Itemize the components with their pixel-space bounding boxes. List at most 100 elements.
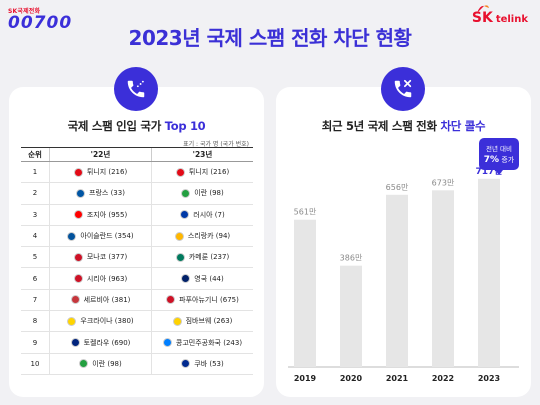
top10-title: 국제 스팸 인입 국가 Top 10 [9,118,264,134]
flag-icon [175,252,185,262]
country-name: 스리랑카 (94) [187,232,231,241]
chart-title: 최근 5년 국제 스팸 전화 차단 콜수 [276,118,531,134]
country-name: 모나코 (377) [86,253,128,262]
rank-cell: 4 [32,232,38,241]
column-header-2022: '22년 [49,148,151,161]
bar-2021 [386,194,408,367]
rank-cell: 5 [32,253,38,262]
bar-2019 [294,219,316,367]
telink-label: telink [495,14,528,25]
brand-logo: 00700 [8,13,73,33]
flag-icon [181,188,191,198]
flag-icon [73,210,83,220]
flag-icon [166,295,176,305]
country-name: 우크라이나 (380) [80,317,134,326]
country-name: 이란 (98) [92,359,122,368]
sk-label: SK [471,10,493,26]
rank-cell: 7 [32,295,38,304]
top10-panel: 국제 스팸 인입 국가 Top 10 표기 : 국가 명 (국가 번호) 순위 … [9,67,264,397]
bar-2020 [340,265,362,367]
callout-value: 7% 증가 [479,155,519,165]
flag-icon [73,167,83,177]
x-tick-2022: 2022 [432,374,454,383]
data-label-2019: 561만 [294,208,317,217]
country-name: 콩고민주공화국 (243) [175,338,243,347]
rank-cell: 2 [32,189,38,198]
growth-callout: 전년 대비 7% 증가 [479,138,519,175]
country-cell-y22: 우크라이나 (380) [49,311,151,332]
country-cell-y22: 튀니지 (216) [49,162,151,183]
sk-butterfly-icon [476,5,489,13]
data-label-2021: 656만 [386,183,409,192]
country-name: 이란 (98) [194,189,224,198]
flag-icon [70,295,80,305]
country-name: 영국 (44) [194,274,224,283]
country-name: 파푸아뉴기니 (675) [179,295,239,304]
country-name: 튀니지 (216) [86,168,128,177]
flag-icon [162,338,172,348]
country-name: 조지아 (955) [86,210,128,219]
callout-label: 전년 대비 [486,145,512,153]
country-name: 프랑스 (33) [89,189,125,198]
sk-telink-logo: SK telink [471,5,528,26]
country-name: 쿠바 (53) [194,359,224,368]
flag-icon [67,316,77,326]
country-cell-y23: 짐바브웨 (263) [151,311,253,332]
table-row: 5 모나코 (377) 카메룬 (237) [21,247,253,269]
country-cell-y22: 이란 (98) [49,353,151,374]
brand-tag: SK국제전화 [8,8,41,15]
country-name: 짐바브웨 (263) [185,317,233,326]
flag-icon [174,231,184,241]
rank-cell: 3 [32,210,38,219]
table-row: 6 시리아 (963) 영국 (44) [21,268,253,290]
brand-logo-group: SK국제전화 00700 [8,6,73,33]
table-row: 3 조지아 (955) 러시아 (7) [21,204,253,226]
country-cell-y23: 쿠바 (53) [151,353,253,374]
flag-icon [76,188,86,198]
chart-panel: 최근 5년 국제 스팸 전화 차단 콜수 561만 2019 386만 2020 656… [276,67,531,397]
country-cell-y23: 이란 (98) [151,183,253,204]
bar-2023 [478,178,500,367]
country-cell-y22: 시리아 (963) [49,268,151,289]
data-label-2022: 673만 [432,178,455,187]
flag-icon [73,252,83,262]
country-name: 시리아 (963) [86,274,128,283]
flag-icon [181,359,191,369]
phone-blocked-icon [381,67,425,111]
country-cell-y22: 조지아 (955) [49,204,151,225]
flag-icon [180,210,190,220]
country-cell-y22: 세르비아 (381) [49,289,151,311]
chart-title-main: 최근 5년 국제 스팸 전화 [321,119,437,133]
flag-icon [70,338,80,348]
country-name: 세르비아 (381) [83,295,131,304]
flag-icon [79,359,89,369]
table-row: 7 세르비아 (381) 파푸아뉴기니 (675) [21,289,253,312]
x-tick-2023: 2023 [478,374,500,383]
top10-table: 순위 '22년 '23년 1 튀니지 (216) 튀니지 (216) 2 프랑스 (33… [21,147,253,375]
country-cell-y22: 토켈라우 (690) [49,332,151,353]
flag-icon [67,231,77,241]
callout-suffix: 증가 [501,156,515,164]
flag-icon [175,167,185,177]
table-row: 10 이란 (98) 쿠바 (53) [21,353,253,375]
flag-icon [172,316,182,326]
phone-message-icon [114,67,158,111]
table-row: 8 우크라이나 (380) 짐바브웨 (263) [21,311,253,333]
column-header-2023: '23년 [151,148,253,161]
country-name: 토켈라우 (690) [83,338,131,347]
country-cell-y23: 튀니지 (216) [151,162,253,183]
country-cell-y23: 카메룬 (237) [151,247,253,268]
table-row: 1 튀니지 (216) 튀니지 (216) [21,162,253,184]
table-body: 1 튀니지 (216) 튀니지 (216) 2 프랑스 (33) 이란 (98) 3 조지아 … [21,162,253,375]
rank-cell: 6 [32,274,38,283]
table-row: 9 토켈라우 (690) 콩고민주공화국 (243) [21,332,253,354]
rank-cell: 8 [32,317,38,326]
rank-cell: 1 [32,168,38,177]
table-row: 4 아이슬란드 (354) 스리랑카 (94) [21,225,253,248]
table-header: 순위 '22년 '23년 [21,147,253,162]
rank-cell: 10 [30,359,40,368]
x-tick-2021: 2021 [386,374,409,383]
page-title: 2023년 국제 스팸 전화 차단 현황 [128,26,412,50]
country-name: 카메룬 (237) [188,253,230,262]
